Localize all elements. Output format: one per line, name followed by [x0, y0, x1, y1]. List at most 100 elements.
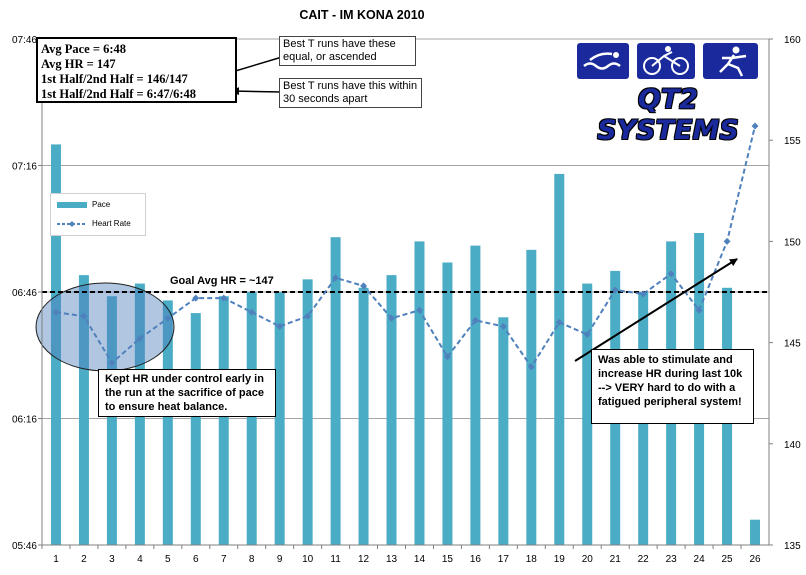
y-right-tick-label: 140	[784, 440, 801, 451]
heart-rate-point	[415, 306, 423, 314]
goal-hr-line: Goal Avg HR = ~147	[42, 275, 769, 293]
x-tick-label: 18	[526, 554, 538, 565]
goal-line-label: Goal Avg HR = ~147	[170, 275, 274, 287]
y-right-tick-label: 160	[784, 35, 801, 46]
pace-bar	[414, 241, 425, 545]
heart-rate-point	[667, 270, 675, 278]
x-tick-label: 5	[165, 554, 171, 565]
note-equal-ascended: Best T runs have these equal, or ascende…	[279, 36, 416, 66]
axes: 07:4607:1606:4606:1605:46160155150145140…	[12, 35, 801, 565]
x-tick-label: 8	[249, 554, 255, 565]
heart-rate-point	[248, 308, 256, 316]
x-tick-label: 20	[582, 554, 594, 565]
highlight-ellipse-shape	[35, 282, 175, 372]
y-right-tick-label: 150	[784, 237, 801, 248]
x-tick-label: 17	[498, 554, 510, 565]
logo-icons	[577, 43, 758, 79]
arrow-callout-right	[574, 258, 738, 362]
arrow-note2	[231, 87, 283, 96]
pace-bar	[582, 283, 593, 545]
swim-icon	[577, 43, 629, 79]
heart-rate-point	[192, 294, 200, 302]
x-tick-label: 10	[302, 554, 314, 565]
x-tick-label: 7	[221, 554, 227, 565]
y-left-tick-label: 06:16	[12, 415, 37, 426]
heart-rate-point	[555, 318, 563, 326]
legend-item-pace: Pace	[57, 200, 110, 209]
heart-rate-point	[164, 314, 172, 322]
heart-rate-point	[583, 331, 591, 339]
highlight-ellipse	[35, 282, 175, 372]
heart-rate-point	[471, 316, 479, 324]
x-tick-label: 3	[109, 554, 115, 565]
pace-bar	[274, 292, 285, 545]
bike-icon	[637, 43, 695, 79]
x-tick-label: 22	[638, 554, 650, 565]
x-tick-label: 26	[749, 554, 761, 565]
pace-bar	[246, 292, 257, 545]
logo-text: QT2 SYSTEMS	[597, 84, 739, 146]
pace-bar	[302, 279, 313, 545]
x-tick-label: 23	[666, 554, 678, 565]
x-tick-label: 13	[386, 554, 398, 565]
callout-hr-increase: Was able to stimulate and increase HR du…	[591, 349, 754, 424]
pace-bar	[442, 262, 453, 545]
pace-bar	[526, 249, 537, 546]
legend-swatch-heart-rate	[57, 220, 87, 227]
run-icon	[703, 43, 758, 79]
x-tick-label: 9	[277, 554, 283, 565]
stat-half-pace: 1st Half/2nd Half = 6:47/6:48	[41, 87, 197, 101]
x-tick-label: 15	[442, 554, 454, 565]
x-tick-label: 12	[358, 554, 370, 565]
stat-avg-hr: Avg HR = 147	[41, 57, 116, 71]
heart-rate-point	[332, 274, 340, 282]
heart-rate-point	[751, 122, 759, 130]
pace-bar	[470, 245, 481, 545]
x-tick-label: 24	[694, 554, 706, 565]
y-right-tick-label: 145	[784, 339, 801, 350]
y-right-tick-label: 135	[784, 541, 801, 552]
legend-label-pace: Pace	[92, 200, 111, 209]
heart-rate-point	[499, 322, 507, 330]
pace-bar	[106, 296, 117, 545]
pace-bar	[190, 313, 201, 545]
heart-rate-polyline	[55, 125, 756, 369]
x-tick-label: 1	[53, 554, 59, 565]
y-right-tick-label: 155	[784, 136, 801, 147]
heart-rate-point	[639, 290, 647, 298]
pace-bar	[386, 275, 397, 545]
heart-rate-point	[723, 237, 731, 245]
callout-hr-control: Kept HR under control early in the run a…	[98, 369, 276, 417]
pace-bar	[750, 519, 761, 545]
heart-rate-point	[388, 314, 396, 322]
legend-item-heart-rate: Heart Rate	[57, 219, 131, 228]
heart-rate-point	[108, 359, 116, 367]
heart-rate-point	[304, 312, 312, 320]
heart-rate-point	[443, 353, 451, 361]
pace-bar	[554, 173, 565, 545]
note-within-30s: Best T runs have this within 30 seconds …	[279, 78, 422, 108]
pace-bar	[162, 300, 173, 545]
heart-rate-point	[80, 312, 88, 320]
chart-title: CAIT - IM KONA 2010	[299, 8, 424, 22]
legend-swatch-pace	[57, 201, 87, 208]
x-tick-label: 2	[81, 554, 87, 565]
y-left-tick-label: 05:46	[12, 541, 37, 552]
x-tick-label: 21	[610, 554, 622, 565]
pace-bar	[330, 237, 341, 545]
x-tick-label: 14	[414, 554, 426, 565]
heart-rate-point	[527, 363, 535, 371]
heart-rate-point	[276, 322, 284, 330]
qt2-logo: QT2 SYSTEMS	[576, 42, 760, 146]
x-tick-label: 19	[554, 554, 566, 565]
heart-rate-line	[52, 122, 759, 371]
stat-avg-pace: Avg Pace = 6:48	[41, 42, 126, 56]
pace-bar	[358, 287, 369, 545]
legend: Pace Heart Rate	[50, 193, 146, 236]
pace-bar	[50, 144, 61, 545]
x-tick-label: 16	[470, 554, 482, 565]
heart-rate-point	[695, 306, 703, 314]
x-tick-label: 4	[137, 554, 143, 565]
heart-rate-point	[136, 335, 144, 343]
legend-label-heart-rate: Heart Rate	[92, 219, 131, 228]
